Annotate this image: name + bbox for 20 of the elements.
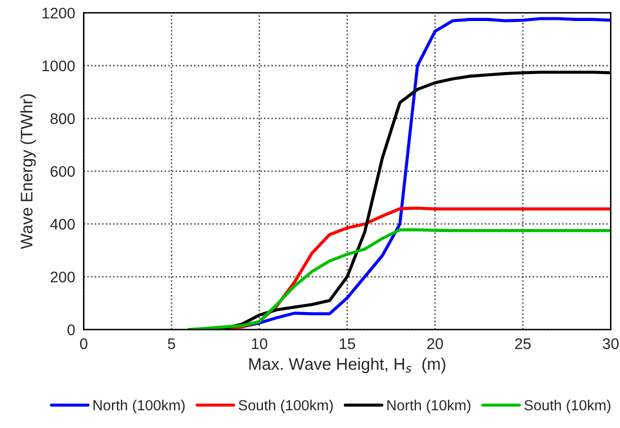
x-tick-label: 25 [515, 338, 531, 350]
x-tick-label: 30 [602, 338, 619, 350]
x-tick-label: 15 [340, 338, 356, 350]
y-tick-label: 200 [50, 272, 75, 282]
legend-label: South (10km) [524, 400, 610, 414]
y-tick-label: 400 [50, 218, 75, 230]
y-tick-label: 1000 [42, 60, 75, 72]
x-axis-title: Max. Wave Height, H$_{s}$ (m) [249, 358, 446, 374]
legend-label: North (10km) [387, 400, 470, 414]
x-tick-label: 5 [168, 338, 176, 350]
x-tick-label: 10 [252, 338, 268, 350]
x-tick-label: 0 [80, 338, 88, 350]
y-tick-label: 0 [67, 324, 75, 336]
y-axis-title: Wave Energy (TWhr) [20, 94, 36, 250]
legend-label: South (100km) [238, 400, 333, 414]
y-tick-label: 1200 [42, 8, 75, 19]
y-tick-label: 600 [50, 166, 75, 177]
x-tick-label: 20 [427, 338, 443, 350]
y-tick-label: 800 [50, 113, 75, 124]
legend-label: North (100km) [94, 400, 185, 414]
